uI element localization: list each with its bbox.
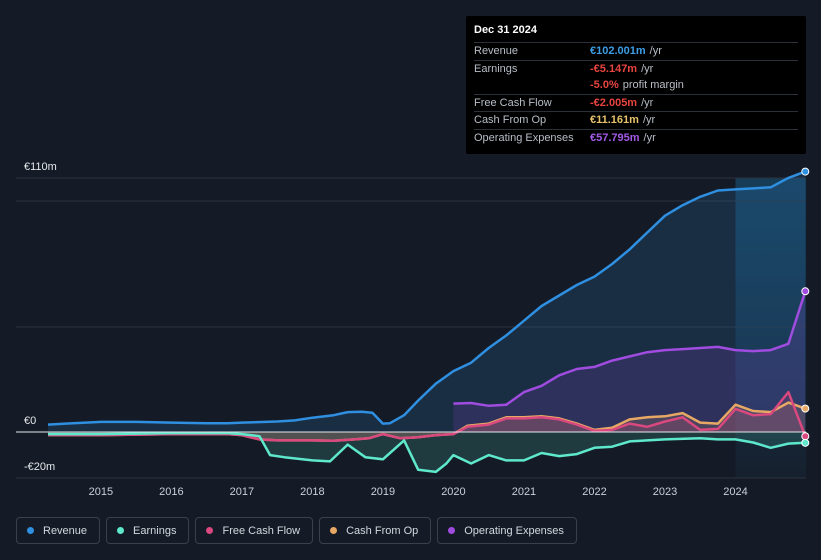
legend-label: Operating Expenses (464, 524, 564, 537)
tooltip-value: -€2.005m (590, 96, 638, 109)
tooltip-row: -5.0% profit margin (474, 77, 798, 94)
x-tick-label: 2023 (653, 486, 677, 498)
tooltip-row: Revenue €102.001m/yr (474, 42, 798, 60)
free-cash-flow-end-point (801, 432, 810, 441)
tooltip-value: €11.161m (590, 114, 639, 127)
earnings-end-point (801, 438, 810, 447)
revenue-line (47, 170, 806, 426)
legend-dot-icon (448, 527, 456, 534)
tooltip-unit: /yr (649, 45, 662, 58)
legend-dot-icon (27, 527, 34, 534)
operating-expenses-area (453, 291, 806, 432)
x-tick-label: 2019 (371, 486, 395, 498)
tooltip-value: -€5.147m (590, 62, 638, 75)
y-tick-label: €110m (24, 161, 57, 173)
revenue-end-point (801, 167, 810, 176)
legend-dot-icon (206, 527, 214, 534)
operating-expenses-line (453, 290, 807, 408)
legend-label: Free Cash Flow (222, 524, 301, 537)
tooltip-unit: /yr (641, 96, 654, 109)
legend-label: Revenue (43, 524, 88, 537)
tooltip-row: Operating Expenses €57.795m/yr (474, 128, 798, 147)
x-tick-label: 2021 (512, 486, 536, 498)
free-cash-flow-line (48, 390, 807, 443)
x-tick-label: 2015 (89, 486, 113, 498)
cash-from-op-area (48, 402, 806, 441)
tooltip-unit: /yr (642, 114, 656, 127)
legend-dot-icon (330, 527, 338, 534)
earnings-area (48, 432, 806, 472)
legend-label: Earnings (133, 524, 177, 537)
legend-item-free-cash-flow[interactable]: Free Cash Flow (195, 517, 314, 544)
tooltip-value: -5.0% (590, 79, 619, 92)
tooltip-label: Operating Expenses (474, 131, 574, 144)
tooltip-value: €57.795m (590, 131, 640, 144)
x-tick-label: 2016 (159, 486, 183, 498)
legend-item-operating-expenses[interactable]: Operating Expenses (437, 517, 577, 544)
tooltip-row: Cash From Op €11.161m/yr (474, 111, 798, 129)
legend-item-revenue[interactable]: Revenue (16, 517, 101, 544)
tooltip-label: Free Cash Flow (474, 96, 552, 109)
x-tick-label: 2020 (441, 486, 465, 498)
cash-from-op-end-point (801, 404, 810, 413)
tooltip-unit: /yr (641, 62, 654, 75)
tooltip-unit: profit margin (622, 79, 684, 92)
legend-label: Cash From Op (346, 524, 419, 537)
y-tick-label: -€20m (24, 461, 55, 473)
chart: €110m €0 -€20m 2015 2016 2017 2018 2019 2020 2021… (16, 161, 810, 498)
y-tick-label: €0 (24, 415, 36, 427)
tooltip-row: Free Cash Flow -€2.005m/yr (474, 93, 798, 112)
tooltip: Dec 31 2024 Revenue €102.001m/yr Earnings -… (466, 16, 806, 154)
tooltip-label: Revenue (474, 45, 519, 58)
tooltip-unit: /yr (643, 131, 656, 144)
tooltip-value: €102.001m (590, 45, 646, 58)
x-tick-label: 2018 (300, 486, 324, 498)
x-tick-label: 2024 (723, 486, 747, 498)
x-tick-label: 2022 (582, 486, 606, 498)
x-tick-label: 2017 (230, 486, 254, 498)
operating-expenses-end-point (801, 287, 810, 296)
tooltip-row: Earnings -€5.147m/yr (474, 59, 798, 78)
earnings-line (48, 431, 806, 474)
revenue-area (48, 171, 806, 432)
legend-item-cash-from-op[interactable]: Cash From Op (319, 517, 432, 544)
legend: Revenue Earnings Free Cash Flow Cash From O… (16, 517, 577, 544)
legend-item-earnings[interactable]: Earnings (106, 517, 190, 544)
tooltip-date: Dec 31 2024 (474, 24, 537, 36)
tooltip-label: Earnings (474, 62, 518, 75)
tooltip-label: Cash From Op (474, 114, 547, 127)
legend-dot-icon (117, 527, 125, 534)
